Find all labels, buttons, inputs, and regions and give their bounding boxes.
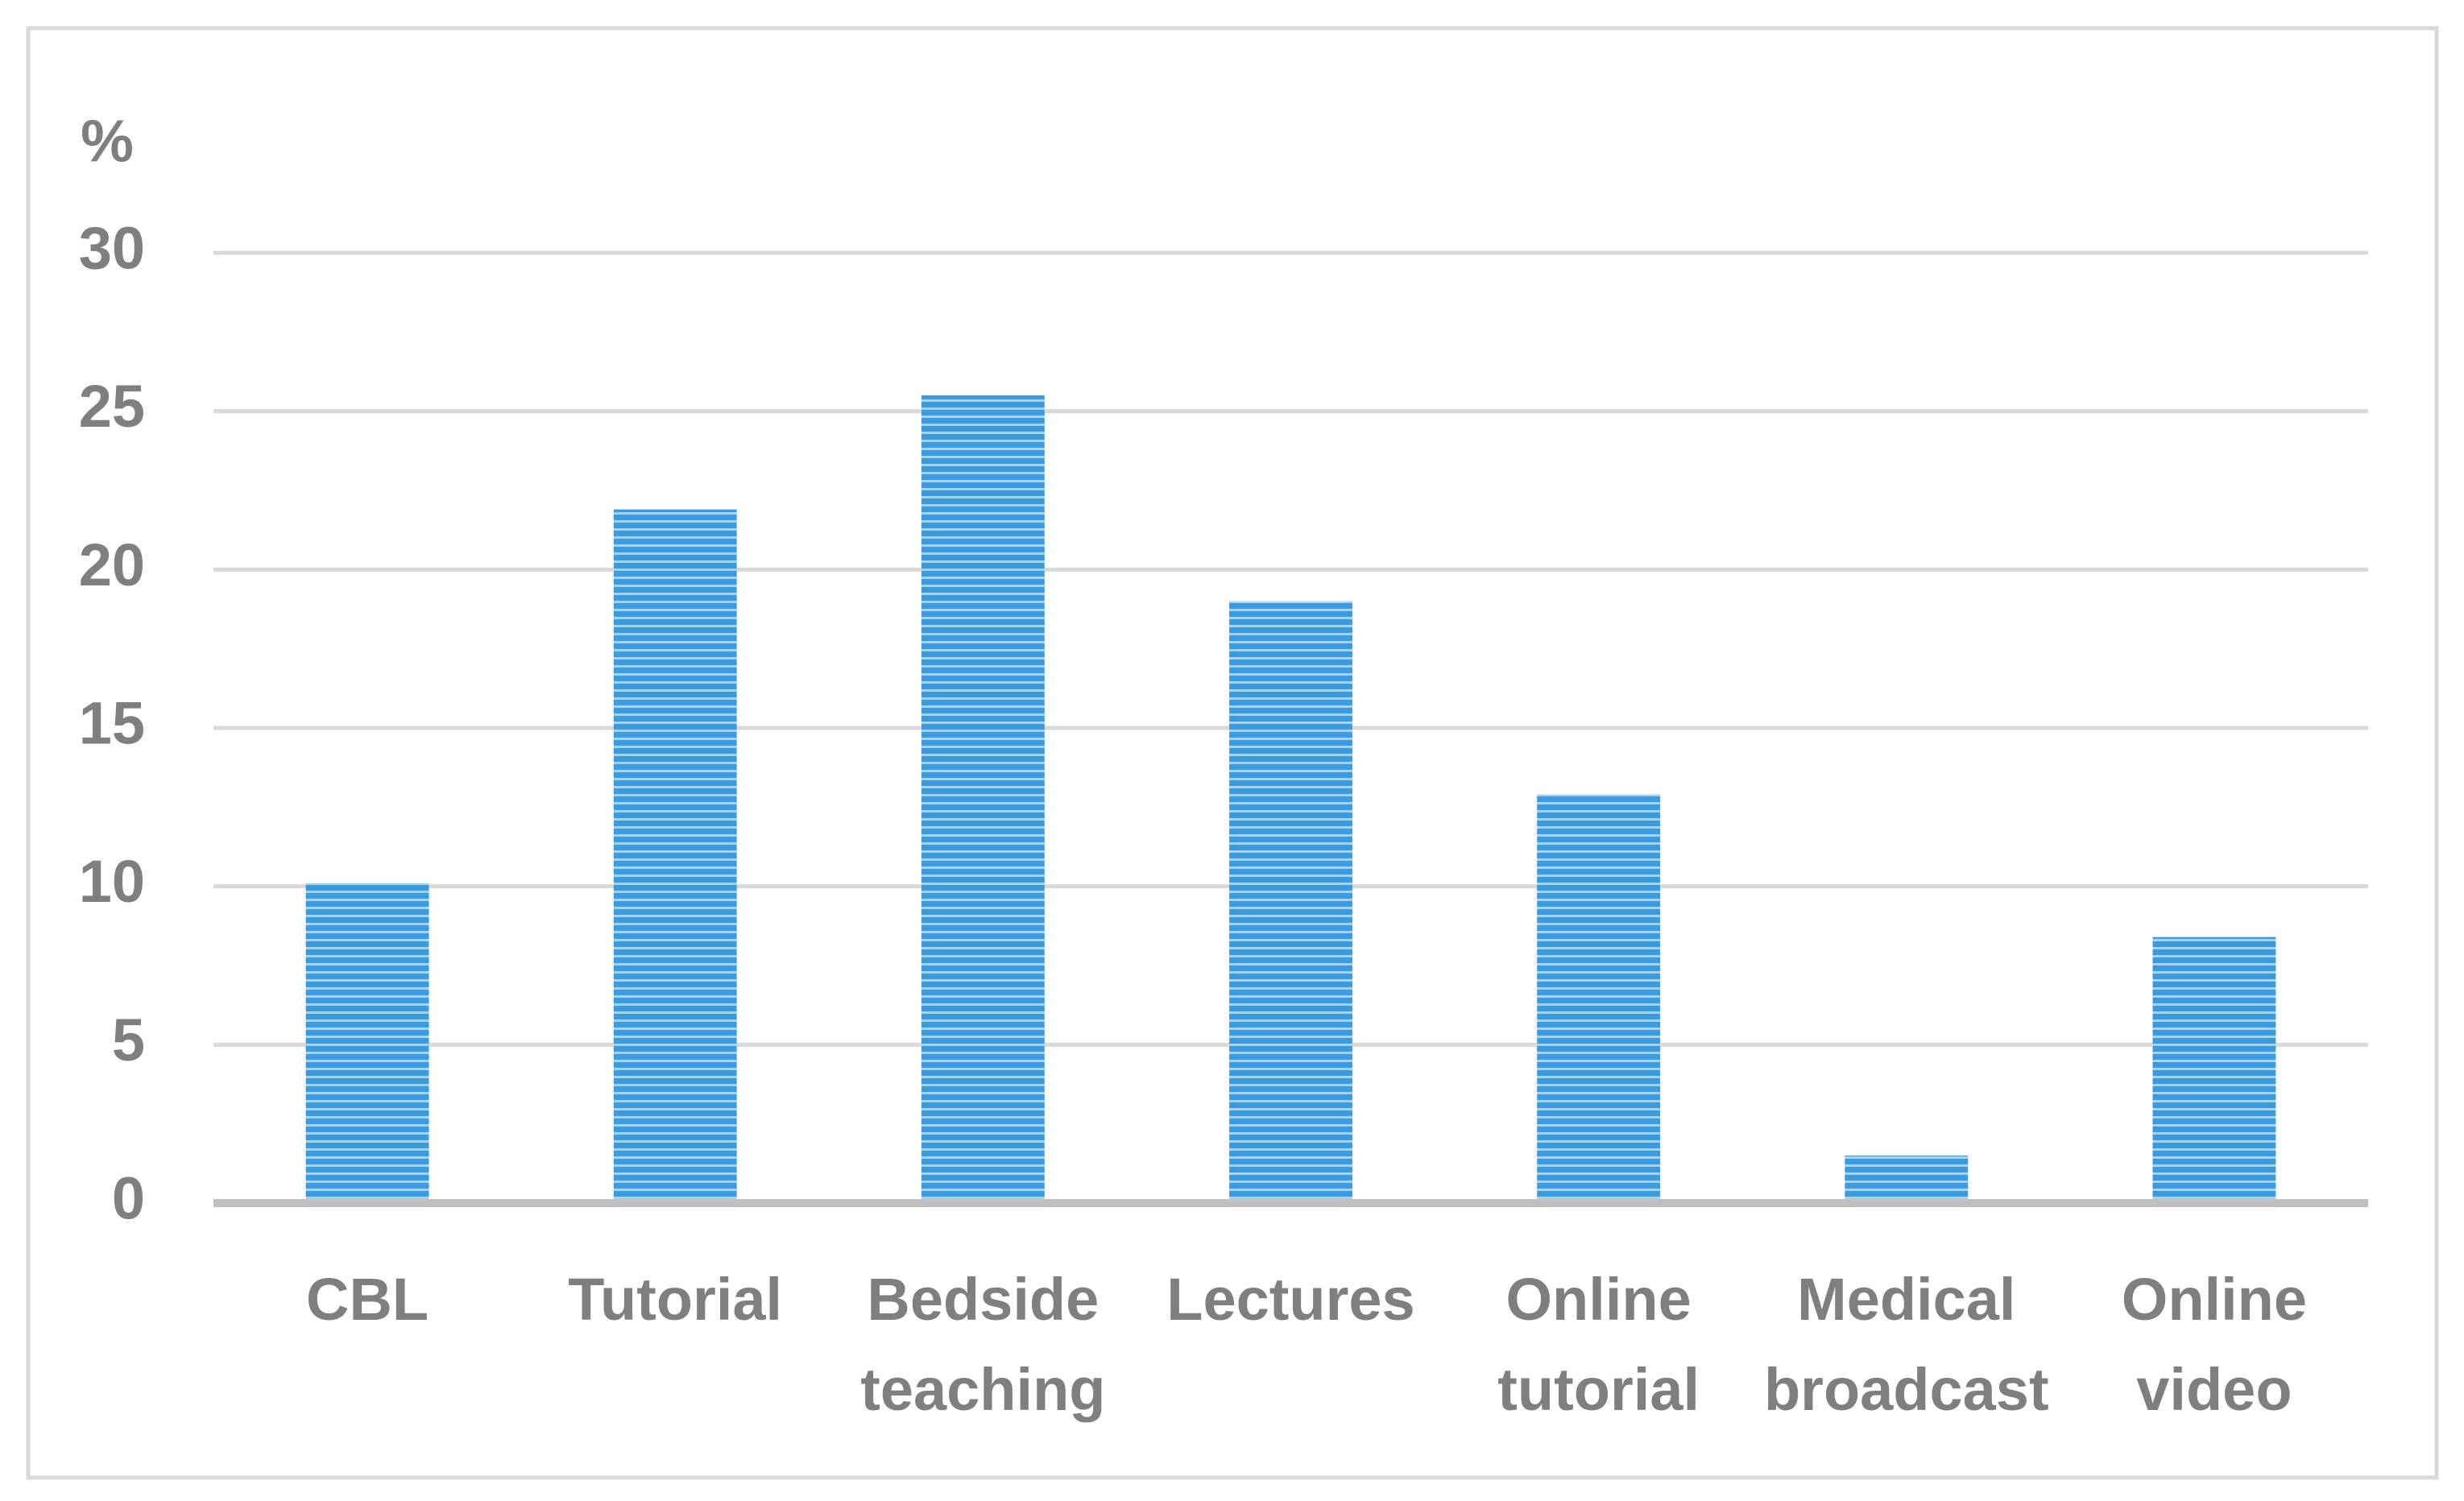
y-axis-label: % [81, 108, 134, 175]
y-tick-label: 20 [79, 531, 145, 598]
bar [1229, 601, 1352, 1203]
bar [2152, 937, 2276, 1203]
y-tick-label: 0 [112, 1165, 145, 1232]
x-tick-label: Bedside teaching [860, 1266, 1106, 1423]
y-tick-label: 15 [79, 690, 145, 757]
bar [305, 883, 429, 1203]
x-tick-label: Tutorial [568, 1266, 783, 1333]
y-tick-label: 5 [112, 1007, 145, 1073]
x-tick-label: Online video [2121, 1266, 2308, 1423]
y-tick-label: 10 [79, 848, 145, 915]
y-tick-label: 25 [79, 373, 145, 440]
bar [921, 395, 1045, 1203]
bar [613, 509, 737, 1203]
x-tick-label: Medical broadcast [1763, 1266, 2049, 1423]
bar [1537, 794, 1661, 1203]
x-tick-label: CBL [306, 1266, 429, 1333]
bar [1845, 1156, 1969, 1203]
x-tick-label: Lectures [1166, 1266, 1415, 1333]
y-tick-label: 30 [79, 215, 145, 282]
x-tick-label: Online tutorial [1497, 1266, 1700, 1423]
